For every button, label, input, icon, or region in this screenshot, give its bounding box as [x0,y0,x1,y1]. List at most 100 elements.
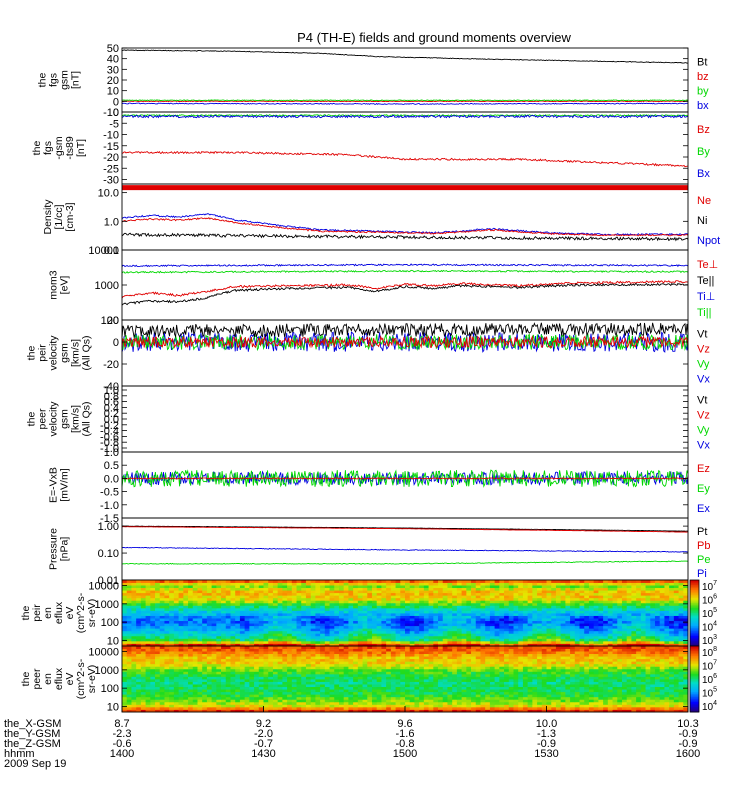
spectrogram-cell [305,580,312,583]
spectrogram-cell [626,691,632,695]
spectrogram-cell [471,602,477,606]
spectrogram-cell [414,694,420,698]
spectrogram-cell [131,597,137,601]
spectrogram-cell [188,635,194,639]
spectrogram-cell [683,706,689,710]
spectrogram-cell [574,605,580,609]
spectrogram-cell [466,681,472,685]
spectrogram-cell [593,628,599,632]
y-tick-label: 0 [113,337,119,349]
spectrogram-cell [239,686,246,690]
spectrogram-cell [532,620,538,624]
spectrogram-cell [603,620,609,624]
spectrogram-cell [277,613,283,616]
spectrogram-cell [423,628,429,632]
spectrogram-cell [287,689,293,693]
spectrogram-cell [659,595,665,599]
spectrogram-cell [338,585,345,589]
spectrogram-cell [272,699,279,703]
spectrogram-cell [442,706,448,710]
spectrogram-cell [640,592,646,596]
spectrogram-cell [603,607,609,611]
spectrogram-cell [683,587,689,591]
spectrogram-cell [258,597,264,601]
spectrogram-cell [447,684,453,688]
spectrogram-cell [268,701,274,705]
spectrogram-cell [131,686,137,690]
spectrogram-cell [669,689,675,693]
spectrogram-cell [537,615,543,619]
y-tick-label: 0 [113,96,119,108]
spectrogram-cell [565,691,571,695]
spectrogram-cell [546,633,552,637]
spectrogram-cell [508,628,514,632]
spectrogram-cell [645,633,651,637]
spectrogram-cell [442,709,448,713]
spectrogram-cell [645,618,651,622]
spectrogram-cell [320,600,326,604]
spectrogram-cell [664,590,670,594]
spectrogram-cell [400,625,406,629]
spectrogram-cell [164,605,170,609]
spectrogram-cell [433,625,439,629]
spectrogram-cell [296,623,302,627]
spectrogram-cell [636,625,642,629]
spectrogram-cell [664,696,670,700]
spectrogram-cell [140,628,146,632]
spectrogram-cell [197,699,203,703]
spectrogram-cell [683,699,689,703]
series-line-black [121,282,689,306]
spectrogram-cell [357,699,363,703]
spectrogram-cell [617,597,623,601]
spectrogram-cell [381,633,387,637]
spectrogram-cell [537,643,543,647]
spectrogram-cell [324,582,330,586]
spectrogram-cell [607,600,613,604]
spectrogram-cell [508,630,514,634]
spectrogram-cell [183,592,189,596]
spectrogram-cell [122,679,128,682]
spectrogram-cell [244,679,250,682]
spectrogram-cell [527,580,533,583]
spectrogram-cell [669,623,675,627]
spectrogram-cell [650,694,656,698]
spectrogram-cell [343,628,349,632]
spectrogram-cell [579,587,585,591]
spectrogram-cell [188,638,194,642]
spectrogram-cell [386,602,392,606]
spectrogram-cell [122,592,128,596]
spectrogram-cell [617,694,623,698]
spectrogram-cell [504,600,510,604]
spectrogram-cell [173,699,179,703]
spectrogram-cell [164,706,170,710]
spectrogram-cell [353,709,359,713]
spectrogram-cell [235,709,241,713]
spectrogram-cell [626,640,632,644]
spectrogram-cell [560,613,566,616]
spectrogram-cell [621,580,628,583]
spectrogram-cell [617,709,623,713]
spectrogram-cell [183,628,189,632]
spectrogram-cell [579,701,585,705]
spectrogram-cell [305,635,312,639]
spectrogram-cell [159,701,165,705]
spectrogram-cell [574,618,580,622]
spectrogram-cell [621,618,628,622]
spectrogram-cell [664,620,670,624]
spectrogram-cell [301,582,307,586]
spectrogram-cell [683,590,689,594]
spectrogram-cell [206,595,213,599]
spectrogram-cell [555,625,562,629]
spectrogram-cell [471,686,477,690]
spectrogram-cell [400,709,406,713]
spectrogram-cell [683,689,689,693]
spectrogram-cell [423,689,429,693]
spectrogram-cell [669,691,675,695]
spectrogram-cell [532,699,538,703]
spectrogram-cell [395,597,401,601]
spectrogram-cell [305,701,312,705]
spectrogram-cell [593,643,599,647]
spectrogram-cell [485,696,491,700]
spectrogram-cell [362,638,368,642]
